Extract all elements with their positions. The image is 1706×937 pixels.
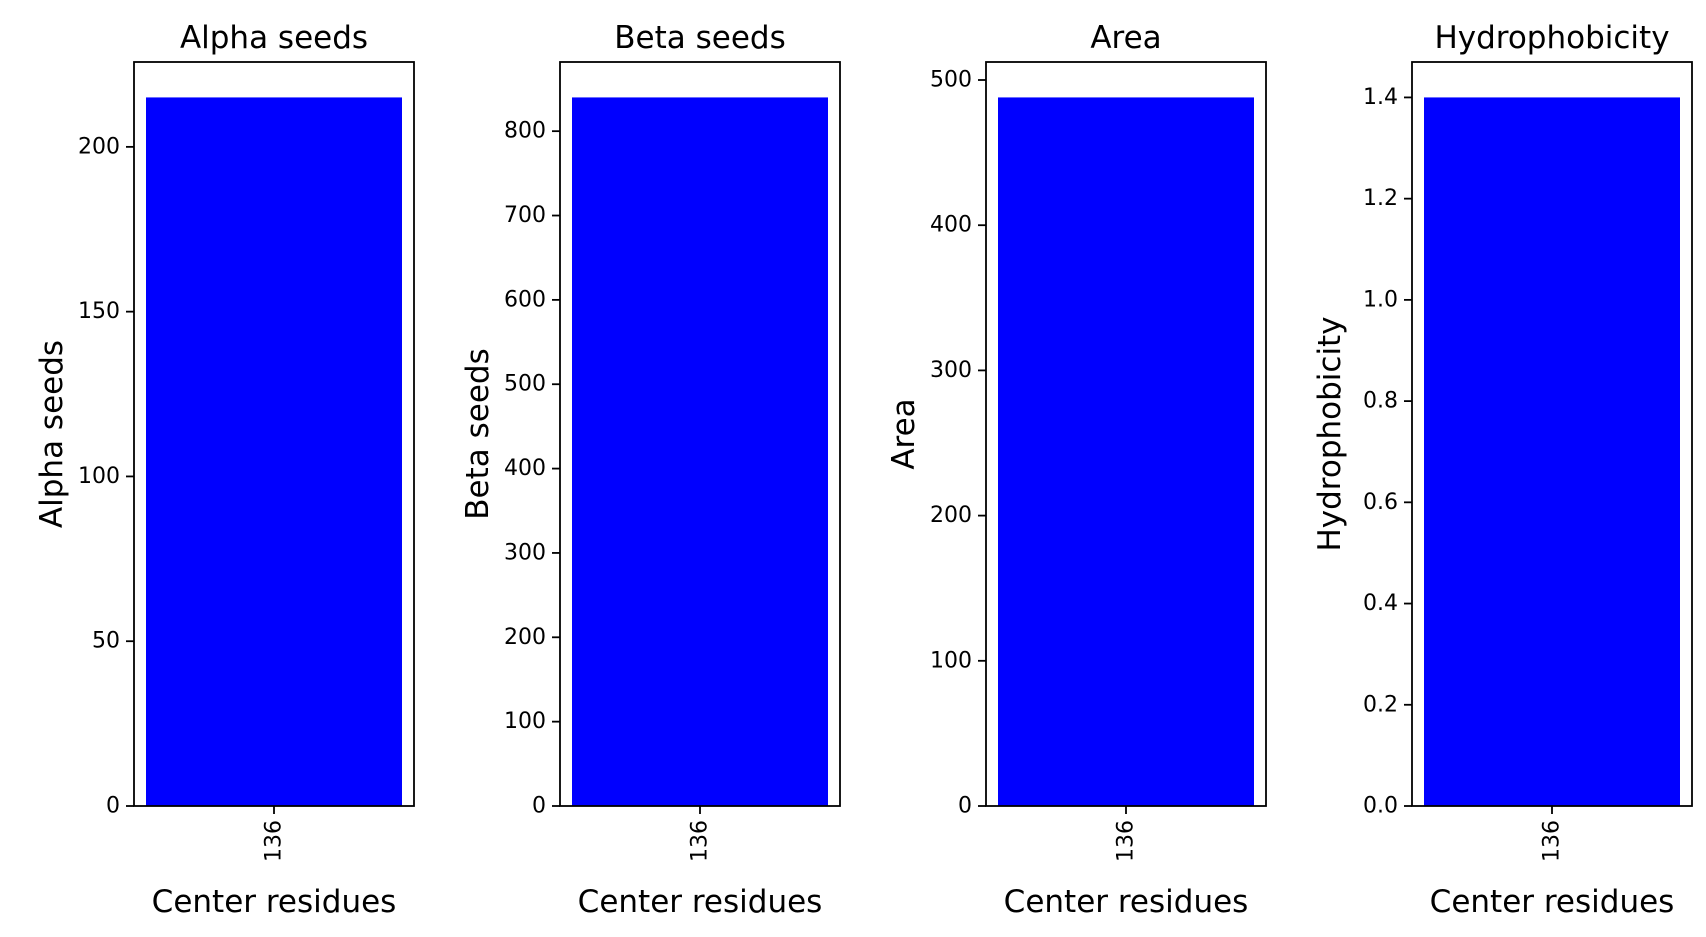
y-tick-label: 0 [106, 794, 120, 819]
x-axis-label: Center residues [578, 884, 823, 920]
y-tick-label: 200 [504, 625, 546, 650]
x-axis-label: Center residues [1430, 884, 1675, 920]
y-tick-label: 1.4 [1363, 85, 1398, 110]
bar [146, 97, 402, 806]
bar [998, 97, 1254, 806]
chart-panel-2: 0 100 200 300 400 500 600 700 800 136 Beta seeds Ce… [460, 20, 841, 920]
y-tick-label: 0.4 [1363, 591, 1398, 616]
y-tick-label: 100 [78, 464, 120, 489]
x-tick-label: 136 [1114, 820, 1139, 862]
x-tick-label: 136 [262, 820, 287, 862]
y-tick-label: 500 [930, 68, 972, 93]
y-tick-label: 200 [930, 503, 972, 528]
y-tick-label: 100 [504, 709, 546, 734]
chart-panel-1: 0 50 100 150 200 136 Alpha seeds Center residue… [34, 20, 415, 920]
y-tick-label: 600 [504, 287, 546, 312]
chart-title: Area [1090, 20, 1161, 56]
y-axis-label: Area [886, 398, 922, 469]
y-tick-label: 300 [504, 540, 546, 565]
y-tick-label: 50 [92, 629, 120, 654]
chart-panel-3: 0 100 200 300 400 500 136 Area Center residues Ar… [886, 20, 1267, 920]
y-tick-label: 0.6 [1363, 490, 1398, 515]
chart-title: Hydrophobicity [1434, 20, 1669, 56]
y-tick-label: 150 [78, 299, 120, 324]
bar [1424, 97, 1680, 806]
chart-panel-4: 0.0 0.2 0.4 0.6 0.8 1.0 1.2 1.4 136 Hydrophobicit… [1312, 20, 1693, 920]
y-tick-label: 400 [504, 456, 546, 481]
y-axis-label: Beta seeds [460, 348, 496, 519]
chart-title: Beta seeds [614, 20, 785, 56]
y-tick-label: 0 [958, 794, 972, 819]
y-tick-label: 700 [504, 203, 546, 228]
y-tick-label: 200 [78, 134, 120, 159]
bar [572, 97, 828, 806]
y-tick-label: 1.0 [1363, 287, 1398, 312]
y-axis-label: Alpha seeds [34, 340, 70, 528]
y-tick-label: 1.2 [1363, 186, 1398, 211]
x-axis-label: Center residues [1004, 884, 1249, 920]
y-tick-label: 500 [504, 372, 546, 397]
y-tick-label: 0.8 [1363, 389, 1398, 414]
y-tick-label: 0.0 [1363, 794, 1398, 819]
x-axis-label: Center residues [152, 884, 397, 920]
x-tick-label: 136 [688, 820, 713, 862]
y-tick-label: 0 [532, 794, 546, 819]
y-tick-label: 300 [930, 358, 972, 383]
chart-title: Alpha seeds [180, 20, 368, 56]
y-axis-label: Hydrophobicity [1312, 316, 1348, 551]
y-tick-label: 800 [504, 119, 546, 144]
x-tick-label: 136 [1540, 820, 1565, 862]
y-tick-label: 0.2 [1363, 692, 1398, 717]
y-tick-label: 100 [930, 648, 972, 673]
y-tick-label: 400 [930, 213, 972, 238]
